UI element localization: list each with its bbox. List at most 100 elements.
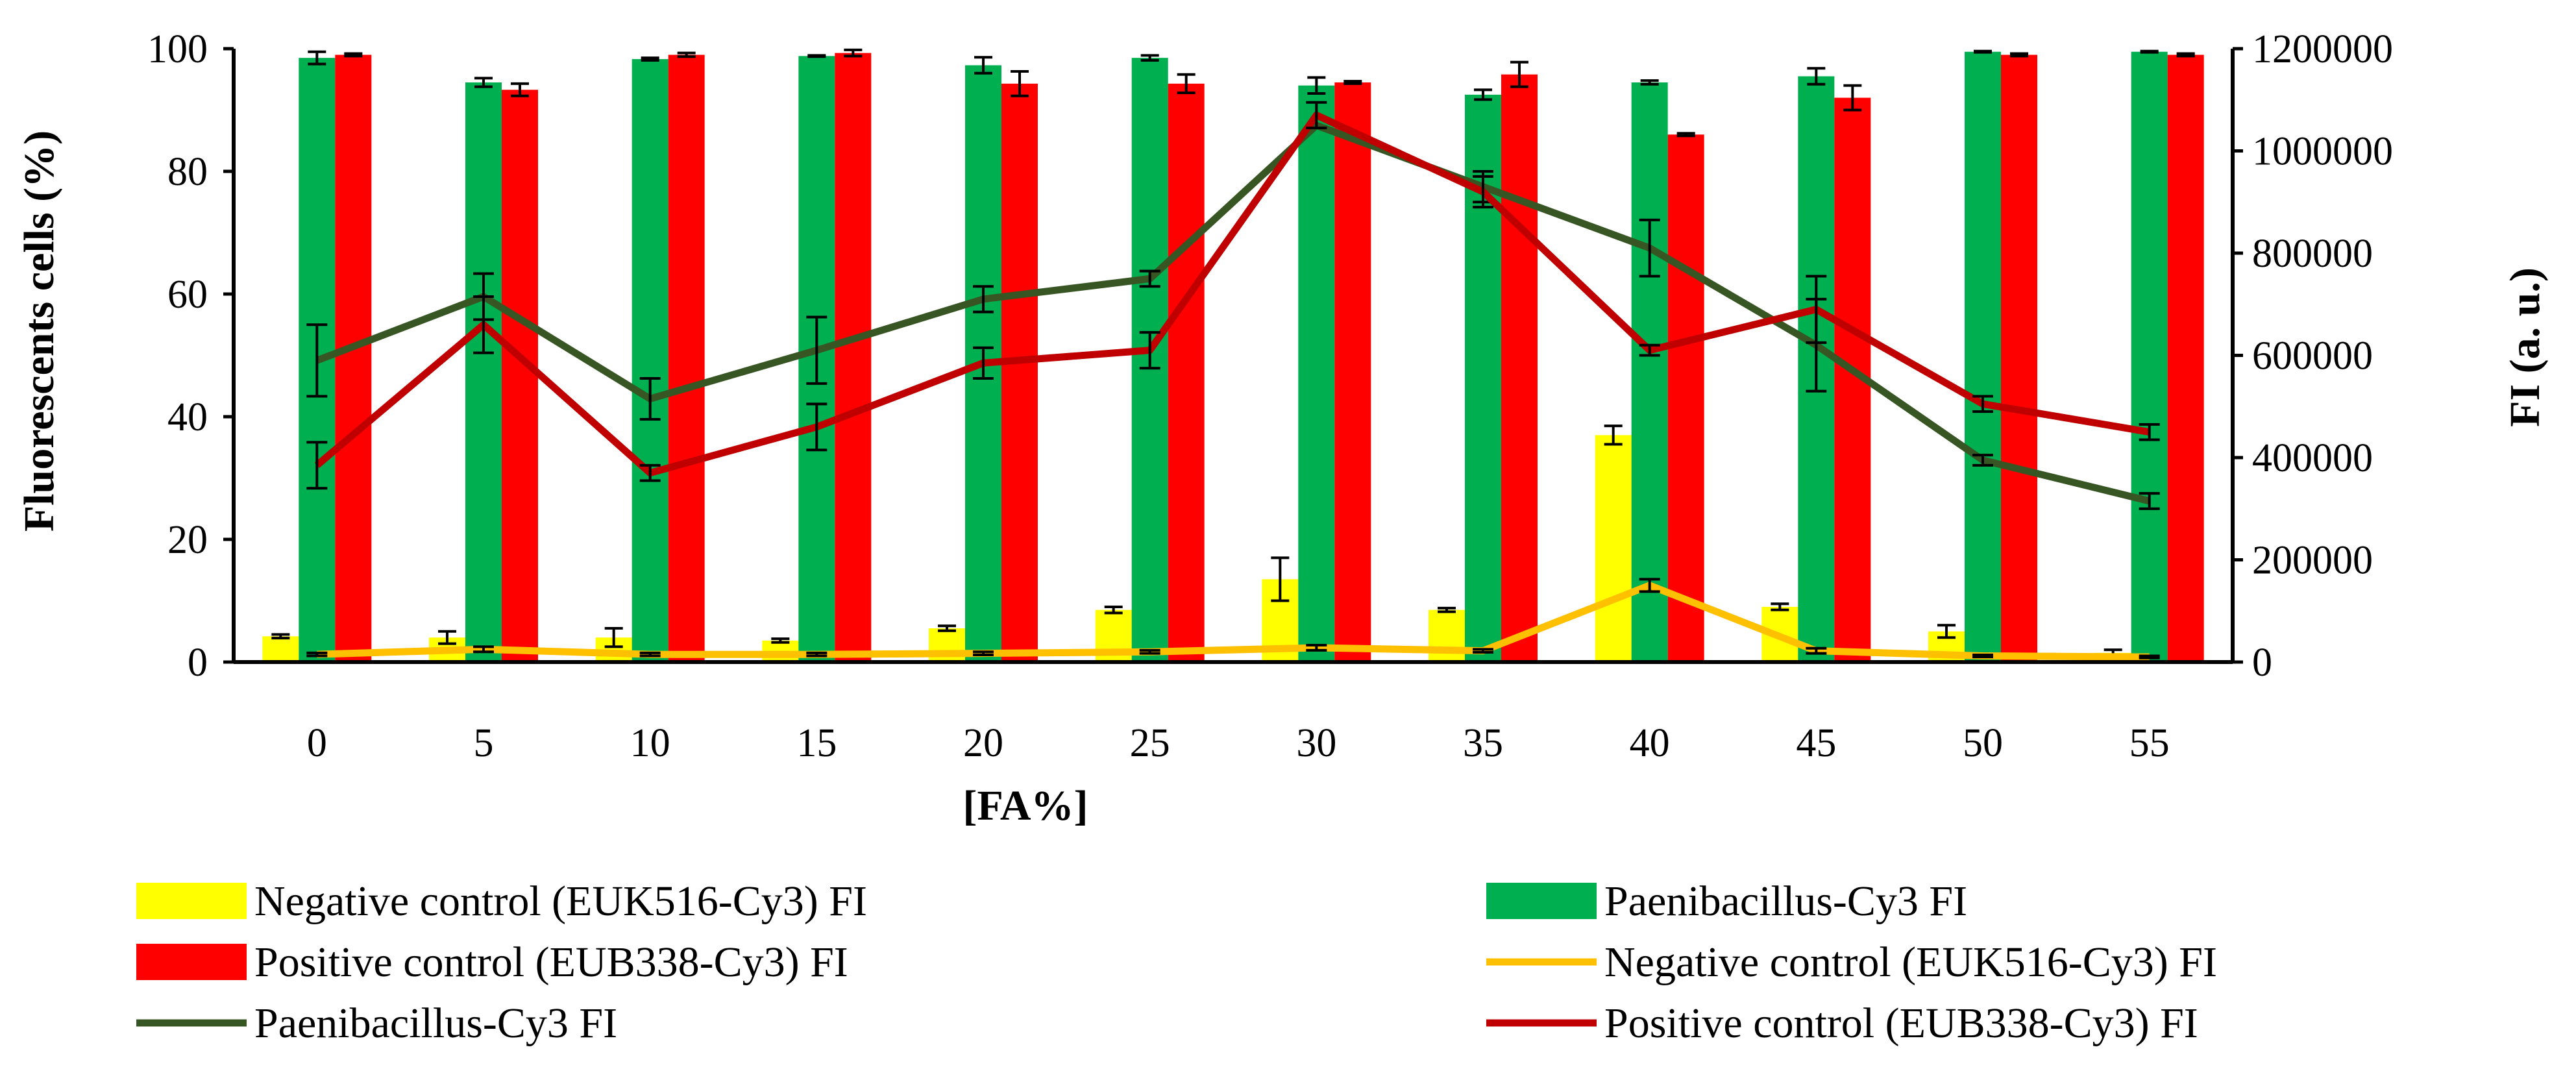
bar-error-bar <box>938 624 956 632</box>
bar <box>465 82 502 663</box>
x-axis-title: [FA%] <box>963 782 1088 830</box>
bar-error-bar <box>1640 79 1659 86</box>
bar-error-bar <box>2010 52 2028 58</box>
bar-error-bar <box>1474 88 1492 101</box>
bar <box>668 55 705 662</box>
line-error-bar <box>639 651 661 658</box>
line-error-bar <box>2139 492 2160 510</box>
bar-error-bar <box>1676 132 1695 138</box>
legend-item: Positive control (EUB338-Cy3) FI <box>1486 1000 2198 1047</box>
bar <box>1595 435 1632 662</box>
bar-error-bar <box>1974 49 1992 54</box>
line-error-bar <box>473 295 494 354</box>
legend-label: Negative control (EUK516-Cy3) FI <box>254 878 867 925</box>
left-y-tick-label: 100 <box>147 27 208 71</box>
line-error-bar <box>2139 654 2160 659</box>
line-error-bar <box>1639 218 1660 278</box>
bar <box>2131 51 2168 663</box>
series-line <box>314 111 2150 477</box>
bar-marks <box>262 48 2204 663</box>
bar <box>2167 55 2204 662</box>
x-tick-label: 40 <box>1630 721 1670 765</box>
bar-error-bar <box>511 82 529 97</box>
line-error-bar <box>1306 101 1327 130</box>
x-tick-label: 50 <box>1963 721 2003 765</box>
legend-item: Paenibacillus-Cy3 FI <box>1486 878 1967 925</box>
bar-error-bar <box>1104 605 1123 615</box>
left-y-tick-label: 40 <box>167 395 208 439</box>
x-tick-label: 5 <box>474 721 494 765</box>
plot-area: 0 20 40 60 80 100 0 200000 400000 600000 800000 100… <box>147 27 2393 765</box>
line-error-bar <box>973 285 994 314</box>
bar <box>2001 55 2037 662</box>
right-y-tick-label: 1200000 <box>2252 27 2393 71</box>
bar <box>1965 51 2001 663</box>
x-tick-label: 0 <box>307 721 327 765</box>
right-y-tick-label: 600000 <box>2252 334 2373 378</box>
bar-error-bar <box>438 630 456 645</box>
bar-series-2 <box>299 49 2168 663</box>
x-tick-label: 15 <box>796 721 837 765</box>
line-error-bar <box>1639 578 1660 593</box>
line-error-bar <box>473 645 494 654</box>
x-tick-label: 30 <box>1296 721 1336 765</box>
legend-item: Negative control (EUK516-Cy3) FI <box>1486 939 2217 986</box>
bar-error-bar <box>1807 67 1826 86</box>
line-error-bar <box>306 651 328 658</box>
x-tick-label: 25 <box>1130 721 1170 765</box>
left-y-tick-label: 80 <box>167 150 208 194</box>
left-y-tick-label: 0 <box>188 641 208 685</box>
bar-error-bar <box>474 77 493 88</box>
bar-error-bar <box>2176 52 2195 58</box>
bar <box>1168 83 1205 663</box>
bar-error-bar <box>1937 624 1956 639</box>
bar-error-bar <box>844 48 863 58</box>
bar-error-bar <box>1177 73 1196 95</box>
right-y-axis-title: FI (a. u.) <box>2501 267 2549 427</box>
bar-error-bar <box>1271 556 1290 602</box>
series-line <box>317 582 2150 661</box>
line-error-bar <box>806 651 828 658</box>
bar-error-bar <box>308 50 326 66</box>
right-y-tick-label: 200000 <box>2252 539 2373 583</box>
legend-swatch <box>1486 883 1597 919</box>
bar <box>1001 83 1038 663</box>
right-y-tick-label: 1000000 <box>2252 130 2393 174</box>
legend-swatch <box>136 944 247 980</box>
legend: Negative control (EUK516-Cy3) FI Paenibac… <box>136 878 2217 1047</box>
right-y-tick-label: 0 <box>2252 641 2272 685</box>
line-marks <box>306 101 2160 661</box>
x-tick-label: 35 <box>1463 721 1503 765</box>
right-y-tick-label: 400000 <box>2252 436 2373 480</box>
bar-error-bar <box>1843 84 1862 112</box>
bar <box>835 53 872 663</box>
left-y-axis-title: Fluorescents cells (%) <box>16 130 63 532</box>
line-error-bar <box>1639 343 1660 357</box>
axis-ticks: 0 20 40 60 80 100 0 200000 400000 600000 800000 100… <box>147 27 2393 765</box>
bar-error-bar <box>1140 54 1159 62</box>
bar <box>1298 85 1335 662</box>
line-error-bar <box>806 402 828 452</box>
bar-error-bar <box>807 54 826 58</box>
bar <box>1501 74 1538 662</box>
bar-error-bar <box>1307 76 1326 95</box>
line-error-bar <box>1473 648 1493 654</box>
line-error-bar <box>1139 648 1160 655</box>
line-error-bar <box>1306 644 1327 652</box>
line-error-bar <box>639 376 661 421</box>
x-tick-label: 45 <box>1796 721 1836 765</box>
bar-error-bar <box>641 56 659 62</box>
bar-error-bar <box>1510 60 1528 88</box>
bar-error-bar <box>1438 606 1456 613</box>
x-tick-label: 20 <box>963 721 1003 765</box>
bar <box>1334 82 1371 663</box>
legend-item: Positive control (EUB338-Cy3) FI <box>136 939 848 986</box>
line-error-bar <box>1806 646 1827 655</box>
bar-error-bar <box>2140 49 2159 54</box>
legend-label: Positive control (EUB338-Cy3) FI <box>254 939 848 986</box>
line-error-bar <box>1806 275 1827 344</box>
left-y-tick-label: 60 <box>167 273 208 317</box>
bar-series-3 <box>335 48 2204 663</box>
right-y-tick-label: 800000 <box>2252 232 2373 276</box>
